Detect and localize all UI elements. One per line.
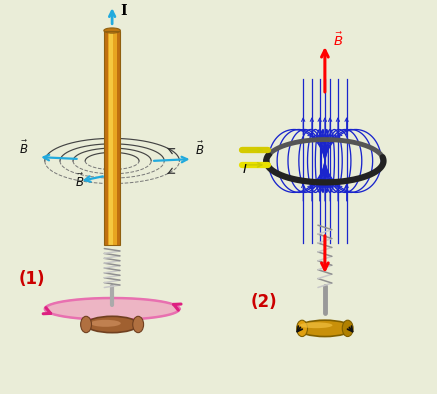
- Text: $I$: $I$: [243, 163, 248, 176]
- Ellipse shape: [300, 322, 333, 328]
- FancyBboxPatch shape: [104, 31, 120, 245]
- Ellipse shape: [342, 320, 353, 336]
- Text: (1): (1): [19, 269, 45, 288]
- FancyBboxPatch shape: [104, 31, 108, 245]
- Polygon shape: [45, 298, 180, 320]
- Ellipse shape: [81, 316, 91, 333]
- Ellipse shape: [297, 320, 308, 336]
- Text: I: I: [120, 4, 127, 18]
- Text: $\vec{B}$: $\vec{B}$: [19, 140, 28, 157]
- FancyBboxPatch shape: [109, 31, 113, 245]
- Ellipse shape: [133, 316, 144, 333]
- Text: $\vec{B}$: $\vec{B}$: [194, 141, 204, 158]
- Ellipse shape: [90, 320, 121, 327]
- Ellipse shape: [298, 320, 352, 336]
- Ellipse shape: [104, 28, 120, 33]
- FancyBboxPatch shape: [117, 31, 120, 245]
- Text: $\vec{B}$: $\vec{B}$: [75, 173, 84, 190]
- Ellipse shape: [86, 316, 138, 333]
- Text: (2): (2): [251, 293, 277, 311]
- Text: $\vec{B}$: $\vec{B}$: [333, 32, 343, 49]
